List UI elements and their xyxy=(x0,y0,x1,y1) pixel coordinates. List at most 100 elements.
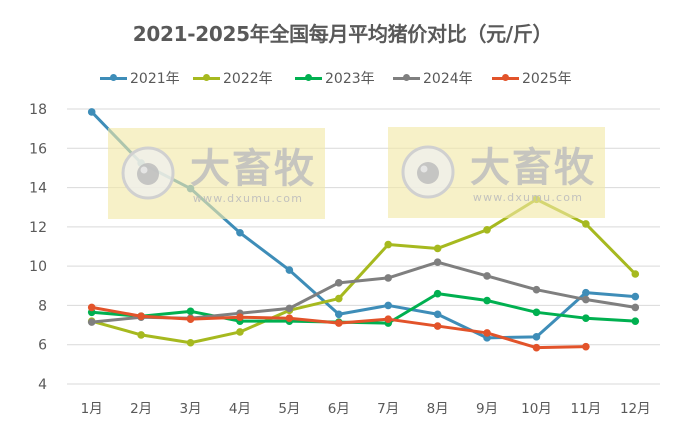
watermark-brand: 大畜牧 xyxy=(190,146,316,192)
x-tick-label: 12月 xyxy=(620,401,651,417)
x-tick-label: 11月 xyxy=(571,401,602,417)
y-axis: 4 6 8 10 12 14 16 18 xyxy=(29,102,47,393)
y-tick-label: 8 xyxy=(38,298,47,314)
x-tick-label: 4月 xyxy=(229,401,251,417)
legend-label: 2021年 xyxy=(130,71,180,87)
series-2025 xyxy=(87,303,590,352)
data-point-marker xyxy=(433,289,442,298)
data-point-marker xyxy=(334,294,343,303)
data-point-marker xyxy=(137,331,145,339)
data-point-marker xyxy=(87,108,96,116)
x-axis: 1月 2月 3月 4月 5月 6月 7月 8月 9月 10月 11月 12月 xyxy=(81,401,651,417)
legend-dot-icon xyxy=(203,74,210,81)
watermark-brand: 大畜牧 xyxy=(470,145,596,191)
data-point-marker xyxy=(384,301,393,310)
y-tick-label: 18 xyxy=(29,102,47,118)
data-point-marker xyxy=(384,240,393,249)
data-point-marker xyxy=(186,338,195,347)
data-point-marker xyxy=(532,285,541,294)
data-point-marker xyxy=(483,296,491,305)
x-tick-label: 3月 xyxy=(179,401,201,417)
data-point-marker xyxy=(137,312,145,321)
data-point-marker xyxy=(285,266,294,274)
data-point-marker xyxy=(334,319,343,327)
x-tick-label: 9月 xyxy=(476,401,498,417)
legend-item-2024[interactable]: 2024年 xyxy=(393,68,473,88)
data-point-marker xyxy=(631,292,640,301)
data-point-marker xyxy=(236,313,244,322)
data-point-marker xyxy=(582,288,590,297)
data-point-marker xyxy=(186,307,195,316)
legend-dot-icon xyxy=(502,74,509,81)
legend-item-2023[interactable]: 2023年 xyxy=(295,68,375,88)
watermark-logo-pupil xyxy=(137,163,159,185)
x-tick-label: 7月 xyxy=(377,401,399,417)
legend-dot-icon xyxy=(110,74,117,81)
data-point-marker xyxy=(582,220,590,228)
data-point-marker xyxy=(631,303,640,312)
data-point-marker xyxy=(384,315,393,323)
x-tick-label: 1月 xyxy=(81,401,103,417)
data-point-marker xyxy=(236,228,244,237)
data-point-marker xyxy=(334,279,343,287)
data-point-marker xyxy=(285,314,294,322)
y-tick-label: 16 xyxy=(29,141,47,157)
data-point-marker xyxy=(582,314,590,322)
legend-line-marker-icon xyxy=(295,74,322,81)
data-point-marker xyxy=(483,272,491,280)
data-point-marker xyxy=(532,308,541,317)
data-point-marker xyxy=(631,270,640,278)
data-point-marker xyxy=(483,329,491,337)
x-tick-label: 5月 xyxy=(278,401,300,417)
data-point-marker xyxy=(433,258,442,267)
legend-dot-icon xyxy=(305,74,312,81)
data-point-marker xyxy=(631,317,640,325)
legend-label: 2022年 xyxy=(223,71,273,87)
legend-line-marker-icon xyxy=(100,74,127,81)
data-point-marker xyxy=(87,318,96,326)
legend-dot-icon xyxy=(403,74,410,81)
watermark-url: www.dxumu.com xyxy=(193,192,303,205)
legend-item-2022[interactable]: 2022年 xyxy=(193,68,273,88)
data-point-marker xyxy=(582,342,590,351)
data-point-marker xyxy=(285,304,294,313)
y-tick-label: 12 xyxy=(29,220,47,236)
watermark-logo-pupil xyxy=(417,162,439,184)
legend-label: 2023年 xyxy=(325,71,375,87)
x-tick-label: 8月 xyxy=(427,401,449,417)
data-point-marker xyxy=(582,295,590,304)
watermark-url: www.dxumu.com xyxy=(473,191,583,204)
data-point-marker xyxy=(532,343,541,352)
x-tick-label: 6月 xyxy=(328,401,350,417)
legend-item-2021[interactable]: 2021年 xyxy=(100,68,180,88)
data-point-marker xyxy=(433,322,442,330)
legend-line-marker-icon xyxy=(393,74,420,81)
x-tick-label: 10月 xyxy=(521,401,552,417)
data-point-marker xyxy=(384,274,393,282)
data-point-marker xyxy=(483,226,491,234)
y-tick-label: 10 xyxy=(29,259,47,275)
data-point-marker xyxy=(433,310,442,319)
data-point-marker xyxy=(186,315,195,323)
data-point-marker xyxy=(433,244,442,253)
chart-legend: 2021年 2022年 2023年 2024年 2025年 xyxy=(0,68,685,88)
data-point-marker xyxy=(236,328,244,336)
legend-line-marker-icon xyxy=(193,74,220,81)
legend-item-2025[interactable]: 2025年 xyxy=(492,68,572,88)
y-tick-label: 4 xyxy=(38,377,47,393)
legend-line-marker-icon xyxy=(492,74,519,81)
y-tick-label: 6 xyxy=(38,338,47,354)
legend-label: 2025年 xyxy=(522,71,572,87)
x-tick-label: 2月 xyxy=(130,401,152,417)
watermark-logo-highlight xyxy=(420,165,428,173)
chart-title: 2021-2025年全国每月平均猪价对比（元/斤） xyxy=(132,22,553,46)
data-point-marker xyxy=(87,303,96,312)
data-point-marker xyxy=(532,333,541,341)
data-point-marker xyxy=(334,310,343,319)
legend-label: 2024年 xyxy=(423,71,473,87)
watermark-logo-highlight xyxy=(140,166,148,174)
